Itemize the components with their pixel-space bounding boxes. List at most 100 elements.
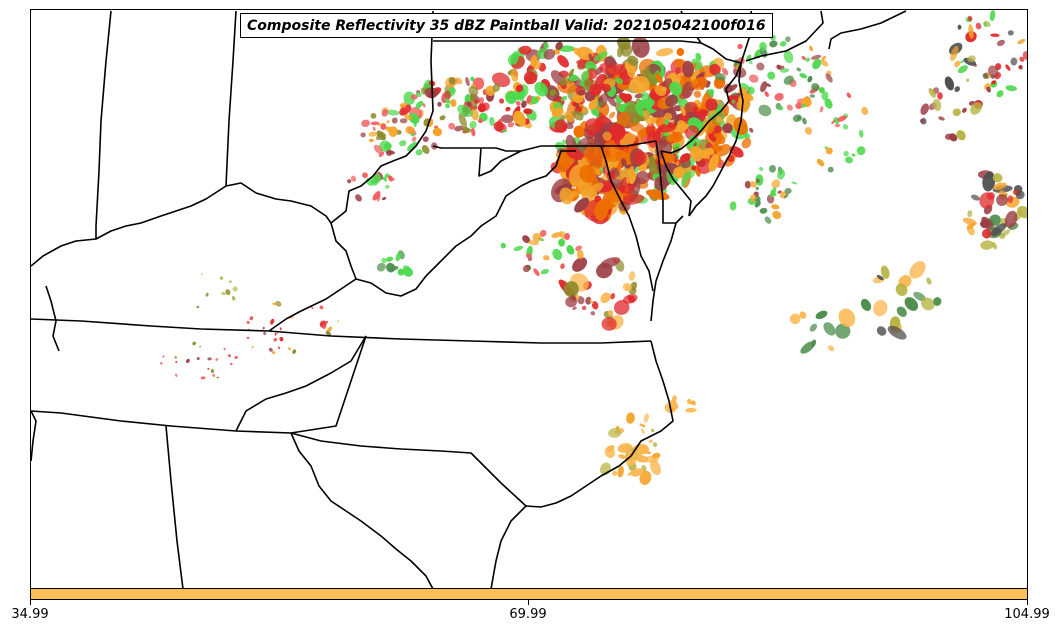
reflectivity-echo [454, 77, 463, 85]
reflectivity-echo [395, 252, 402, 262]
reflectivity-echo [277, 346, 281, 350]
reflectivity-echo [771, 204, 780, 210]
reflectivity-echo [606, 188, 623, 203]
reflectivity-echo [809, 323, 818, 332]
reflectivity-echo [722, 123, 733, 134]
reflectivity-echo [838, 308, 856, 328]
reflectivity-echo [470, 127, 476, 137]
reflectivity-echo [200, 272, 203, 276]
reflectivity-echo [777, 65, 785, 70]
reflectivity-echo [608, 310, 614, 316]
reflectivity-echo [594, 199, 609, 221]
reflectivity-echo [580, 70, 590, 82]
reflectivity-echo [336, 320, 340, 322]
reflectivity-echo [523, 108, 533, 115]
reflectivity-echo [386, 109, 400, 116]
reflectivity-echo [489, 116, 495, 126]
reflectivity-echo [586, 124, 598, 137]
reflectivity-echo [196, 357, 200, 361]
reflectivity-echo [590, 311, 596, 316]
state-boundary-line [268, 222, 357, 332]
reflectivity-echo [505, 106, 511, 111]
reflectivity-echo [468, 86, 479, 97]
reflectivity-echo [657, 122, 677, 133]
reflectivity-echo [575, 245, 582, 252]
reflectivity-echo [410, 94, 419, 100]
reflectivity-echo [671, 395, 677, 403]
reflectivity-echo [821, 55, 827, 61]
reflectivity-echo [373, 144, 383, 154]
reflectivity-echo [967, 210, 973, 218]
reflectivity-echo [581, 305, 587, 311]
reflectivity-echo [733, 117, 748, 135]
reflectivity-echo [319, 305, 324, 310]
reflectivity-echo [656, 48, 674, 57]
reflectivity-echo [576, 60, 582, 64]
reflectivity-echo [415, 91, 422, 98]
reflectivity-echo [707, 109, 717, 116]
state-boundary-line [660, 42, 742, 154]
reflectivity-echo [175, 373, 178, 377]
reflectivity-echo [585, 182, 604, 196]
reflectivity-echo [246, 336, 250, 340]
reflectivity-echo [1019, 56, 1025, 62]
reflectivity-echo [825, 147, 833, 155]
reflectivity-echo [1007, 30, 1014, 36]
reflectivity-echo [601, 317, 617, 331]
state-boundary-line [433, 40, 702, 44]
reflectivity-echo [568, 68, 575, 78]
reflectivity-echo [635, 443, 650, 455]
reflectivity-echo [251, 345, 254, 349]
reflectivity-echo [737, 43, 743, 50]
reflectivity-echo [1004, 210, 1018, 229]
reflectivity-echo [919, 118, 925, 124]
reflectivity-echo [686, 398, 692, 405]
reflectivity-echo [566, 245, 575, 255]
reflectivity-echo [432, 127, 443, 137]
reflectivity-echo [920, 103, 929, 115]
reflectivity-echo [543, 42, 549, 50]
reflectivity-echo [971, 194, 980, 201]
reflectivity-echo [207, 357, 212, 361]
reflectivity-echo [231, 296, 236, 301]
reflectivity-echo [401, 102, 407, 108]
reflectivity-echo [913, 291, 926, 302]
reflectivity-echo [778, 105, 783, 111]
reflectivity-echo [705, 98, 718, 112]
reflectivity-echo [644, 455, 655, 463]
reflectivity-echo [652, 442, 658, 448]
reflectivity-echo [644, 65, 651, 75]
reflectivity-echo [466, 128, 472, 133]
reflectivity-echo [361, 119, 370, 128]
reflectivity-echo [160, 361, 163, 365]
reflectivity-echo [834, 123, 841, 128]
reflectivity-echo [588, 99, 598, 111]
reflectivity-echo [215, 358, 219, 361]
reflectivity-echo [926, 277, 932, 285]
reflectivity-echo [597, 96, 603, 102]
reflectivity-echo [628, 122, 646, 133]
reflectivity-echo [422, 103, 426, 108]
state-boundary-line [745, 10, 824, 62]
reflectivity-echo [221, 291, 226, 296]
reflectivity-echo [271, 351, 276, 355]
reflectivity-echo [376, 262, 386, 272]
reflectivity-echo [896, 306, 907, 317]
reflectivity-echo [967, 15, 973, 22]
reflectivity-echo [577, 61, 588, 69]
reflectivity-echo [715, 116, 724, 123]
reflectivity-echo [689, 145, 704, 162]
reflectivity-echo [809, 45, 814, 52]
reflectivity-echo [748, 60, 753, 65]
reflectivity-echo [533, 268, 540, 277]
reflectivity-echo [772, 210, 782, 220]
reflectivity-echo [626, 412, 635, 424]
reflectivity-echo [388, 126, 398, 137]
reflectivity-echo [500, 242, 506, 249]
reflectivity-echo [505, 92, 517, 104]
reflectivity-echo [610, 293, 616, 300]
reflectivity-echo [549, 89, 557, 97]
reflectivity-echo [779, 41, 787, 47]
reflectivity-echo [572, 306, 577, 310]
reflectivity-echo [904, 297, 919, 311]
